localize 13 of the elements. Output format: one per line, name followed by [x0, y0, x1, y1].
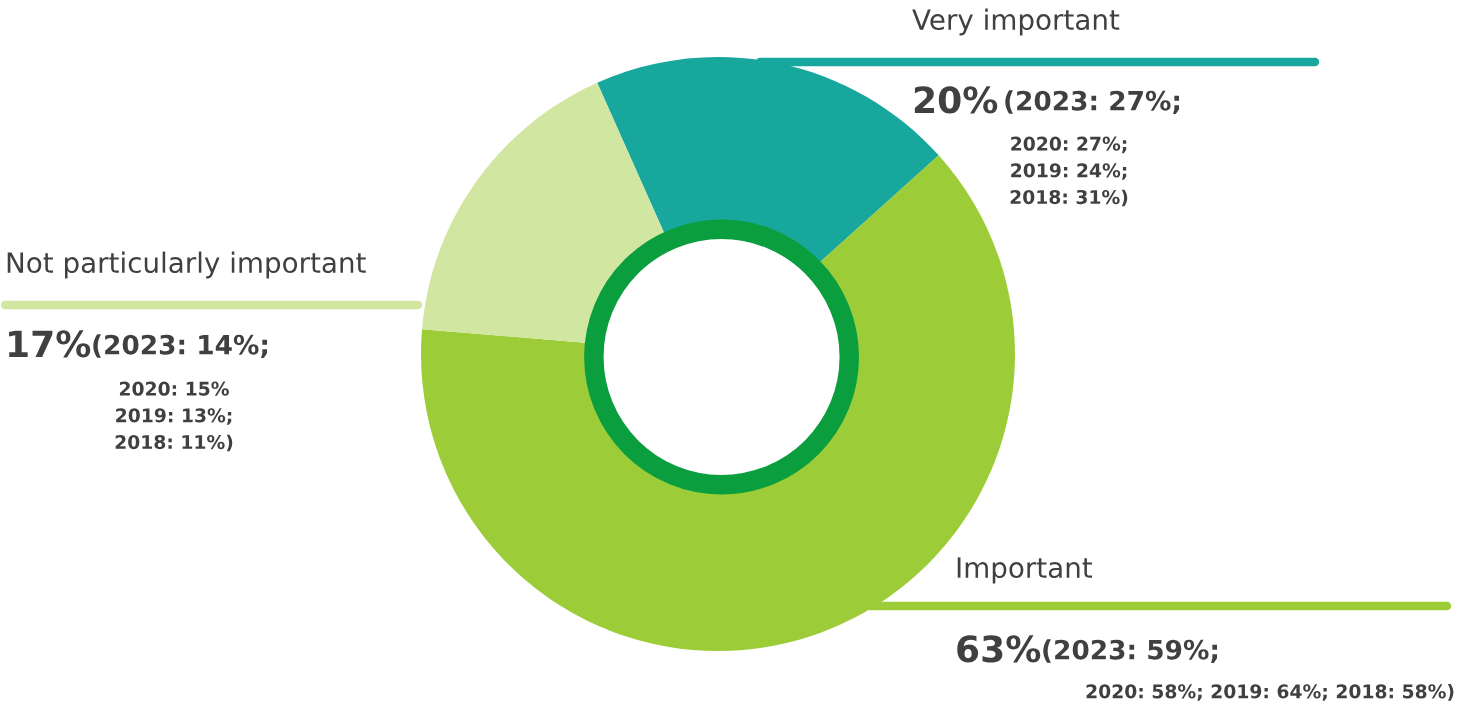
text: (2023: 27%; — [1005, 90, 1180, 115]
slice-label: Important — [957, 557, 1093, 584]
data-label: 20% — [914, 86, 998, 114]
slice-label: Very important — [912, 8, 1120, 36]
text: (2023: 59%; — [1043, 639, 1218, 664]
donut-slice — [422, 82, 667, 344]
slice-label: Not particularly important — [7, 251, 366, 279]
text: 2020: 27%; 2019: 24%; 2018: 31%) — [1010, 136, 1128, 207]
text: (2023: 14%; — [93, 334, 268, 359]
data-label: 63% — [957, 635, 1041, 663]
text: 2020: 58%; 2019: 64%; 2018: 58%) — [1086, 683, 1454, 701]
text: 2020: 15% 2019: 13%; 2018: 11%) — [115, 381, 233, 452]
data-label: 17% — [9, 330, 91, 358]
